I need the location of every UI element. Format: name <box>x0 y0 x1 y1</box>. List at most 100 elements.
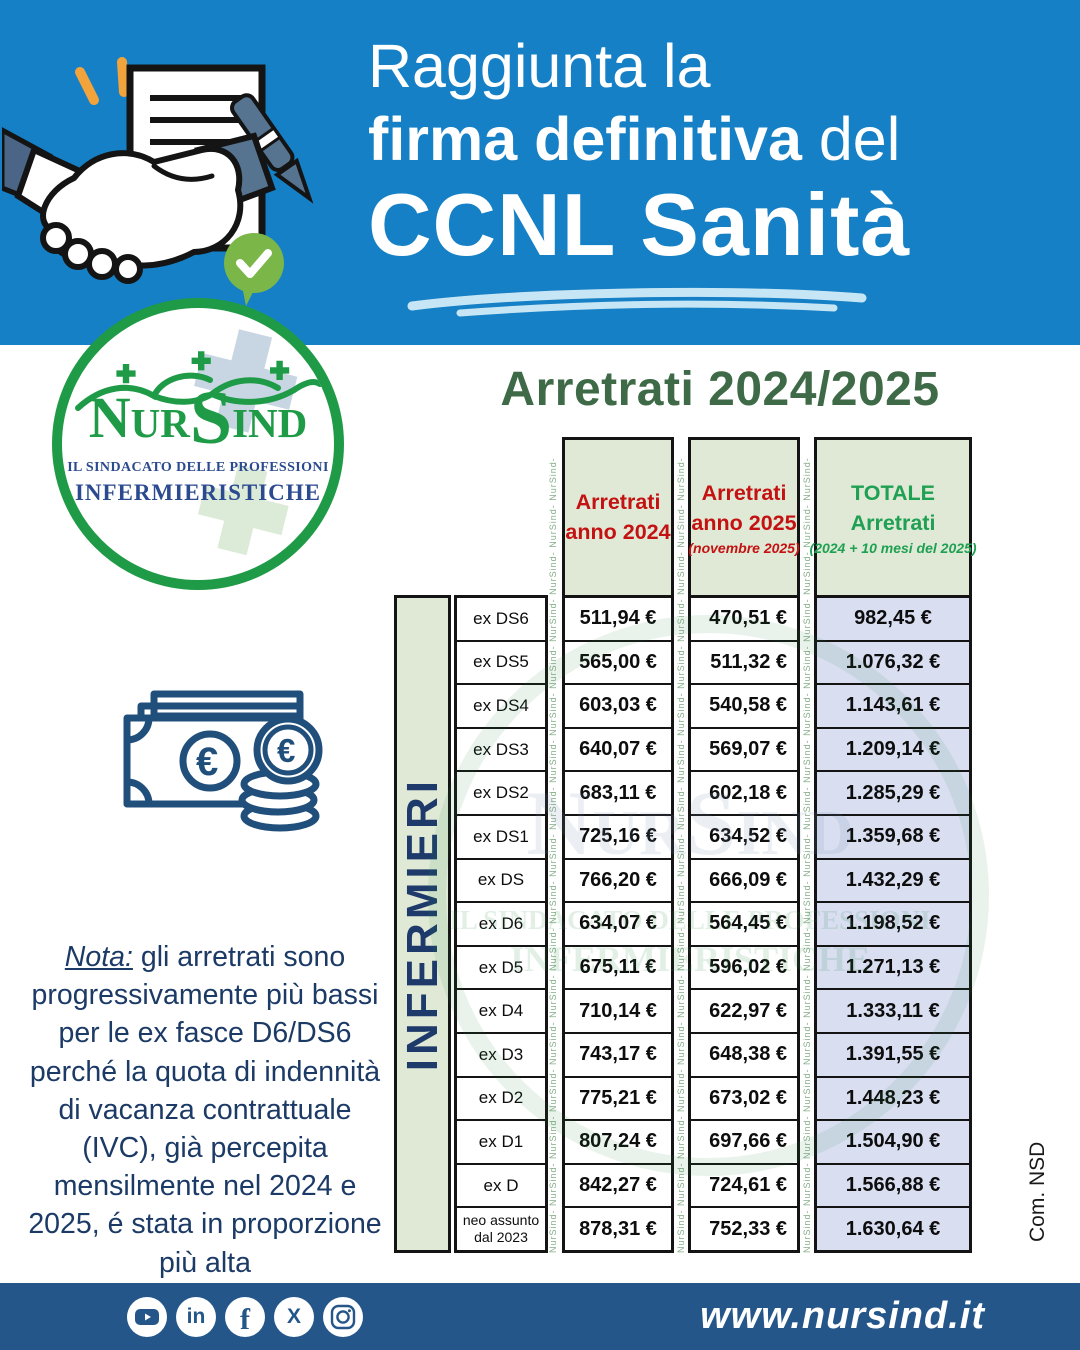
table-cell: 683,11 € <box>565 770 671 814</box>
instagram-icon[interactable] <box>323 1296 363 1337</box>
table-cell: 752,33 € <box>691 1206 797 1250</box>
note-text: gli arretrati sono progressivamente più … <box>28 941 382 1279</box>
banner-line-3: CCNL Sanità <box>368 175 911 275</box>
table-cell: 1.504,90 € <box>817 1119 969 1163</box>
watermark-strip: NurSind- NurSind- NurSind- NurSind- NurS… <box>802 457 812 1253</box>
row-labels: ex DS6 ex DS5 ex DS4 ex DS3 ex DS2 ex DS1 ex D… <box>457 598 545 1250</box>
logo-name-post: ind <box>232 385 308 450</box>
table-cell: 775,21 € <box>565 1075 671 1120</box>
table-cell: 675,11 € <box>565 944 671 989</box>
check-badge-icon <box>224 233 284 306</box>
banner-title: Raggiunta la firma definitiva del CCNL S… <box>368 30 910 275</box>
table-cell: 603,03 € <box>565 683 671 727</box>
column-2025-title-line2: anno 2025 <box>691 510 797 535</box>
column-total-subtitle: (2024 + 10 mesi del 2025) <box>809 539 977 556</box>
column-total: TOTALE Arretrati (2024 + 10 mesi del 202… <box>810 437 976 1253</box>
logo-wordmark: NurSind <box>62 380 334 456</box>
website-url[interactable]: www.nursind.it <box>700 1295 985 1337</box>
table-cell: ex DS3 <box>457 726 545 771</box>
table-cell: ex D6 <box>457 901 545 945</box>
table-cell: neo assunto dal 2023 <box>457 1206 545 1250</box>
table-cell: 697,66 € <box>691 1119 797 1163</box>
table-cell: 982,45 € <box>817 598 969 640</box>
table-cell: ex D2 <box>457 1075 545 1120</box>
logo-subtitle-2: INFERMIERISTICHE <box>74 480 322 505</box>
column-2025-title-line1: Arretrati <box>701 481 787 506</box>
column-2024-title-line2: anno 2024 <box>565 519 671 544</box>
column-2025: Arretrati anno 2025 (novembre 2025) 470,… <box>688 437 800 1253</box>
logo-artwork <box>75 329 323 556</box>
credit-text: Com. NSD <box>1026 1141 1049 1242</box>
table-cell: 622,97 € <box>691 988 797 1032</box>
logo-name-pre: Nur <box>88 385 190 450</box>
table-cell: 1.285,29 € <box>817 770 969 814</box>
table-cell: 602,18 € <box>691 770 797 814</box>
note-label: Nota: <box>64 941 133 973</box>
table-cell: 673,02 € <box>691 1075 797 1120</box>
table-cell: 640,07 € <box>565 726 671 771</box>
watermark-strip: NurSind- NurSind- NurSind- NurSind- NurS… <box>548 457 558 1253</box>
column-total-title: TOTALE Arretrati <box>850 481 936 535</box>
facebook-icon[interactable]: f <box>225 1296 265 1337</box>
header-banner: Raggiunta la firma definitiva del CCNL S… <box>0 0 1080 345</box>
contract-signing-illustration <box>2 57 314 306</box>
table-cell: 1.209,14 € <box>817 726 969 771</box>
column-2024: Arretrati anno 2024 511,94 € 565,00 €603,… <box>562 437 674 1253</box>
nursind-logo: NurSind IL SINDACATO DELLE PROFESSIONI I… <box>52 298 344 590</box>
table-cell: ex DS2 <box>457 770 545 814</box>
column-total-cells: 982,45 €1.076,32 €1.143,61 €1.209,14 €1.… <box>817 598 969 1250</box>
column-2025-subtitle: (novembre 2025) <box>688 539 800 556</box>
column-2025-header: Arretrati anno 2025 (novembre 2025) <box>688 440 800 598</box>
table-cell: ex D1 <box>457 1119 545 1163</box>
table-cell: 743,17 € <box>565 1031 671 1076</box>
underline-scribble <box>407 287 867 317</box>
table-cell: 634,07 € <box>565 901 671 945</box>
table-cell: 565,00 € <box>565 639 671 684</box>
table-cell: 1.391,55 € <box>817 1031 969 1076</box>
column-2024-header: Arretrati anno 2024 <box>565 440 671 598</box>
table-cell: 634,52 € <box>691 813 797 858</box>
table-cell: 1.143,61 € <box>817 683 969 727</box>
linkedin-icon[interactable]: in <box>176 1296 216 1337</box>
logo-subtitle-1: IL SINDACATO DELLE PROFESSIONI <box>67 460 329 475</box>
table-cell: 540,58 € <box>691 683 797 727</box>
table-cell: 1.271,13 € <box>817 944 969 989</box>
column-2025-cells: 470,51 € 511,32 €540,58 €569,07 €602,18 €… <box>691 598 797 1250</box>
euro-money-icon: € € <box>123 690 323 832</box>
table-cell: ex D3 <box>457 1031 545 1076</box>
group-label: INFERMIERI <box>397 776 447 1072</box>
table-cell: 648,38 € <box>691 1031 797 1076</box>
arrears-table: NurSind- NurSind- NurSind- NurSind- NurS… <box>394 437 976 1253</box>
column-2024-title-line1: Arretrati <box>575 490 661 515</box>
table-cell: 878,31 € <box>565 1206 671 1250</box>
svg-text:€: € <box>196 740 218 784</box>
banner-line-2-bold: firma definitiva <box>368 105 802 174</box>
table-cell: 569,07 € <box>691 726 797 771</box>
table-cell: 1.448,23 € <box>817 1075 969 1120</box>
svg-text:€: € <box>277 732 295 769</box>
table-cell: 725,16 € <box>565 813 671 858</box>
table-cell: ex D5 <box>457 944 545 989</box>
table-cell: ex DS5 <box>457 639 545 684</box>
table-cell: 1.359,68 € <box>817 813 969 858</box>
table-cell: 1.076,32 € <box>817 639 969 684</box>
table-cell: 710,14 € <box>565 988 671 1032</box>
logo-name-s: S <box>189 376 233 460</box>
swallows-icon <box>75 372 323 411</box>
table-cell: 1.566,88 € <box>817 1162 969 1207</box>
table-cell: 807,24 € <box>565 1119 671 1163</box>
table-cell: ex DS <box>457 857 545 902</box>
table-cell: 470,51 € <box>709 607 787 630</box>
watermark-strip: NurSind- NurSind- NurSind- NurSind- NurS… <box>676 457 686 1253</box>
row-labels-column: ex DS6 ex DS5 ex DS4 ex DS3 ex DS2 ex DS1 ex D… <box>454 595 548 1253</box>
youtube-icon[interactable] <box>127 1296 167 1337</box>
table-cell: 564,45 € <box>691 901 797 945</box>
banner-line-1: Raggiunta la <box>368 32 711 100</box>
table-cell: 766,20 € <box>565 857 671 902</box>
x-icon[interactable]: X <box>274 1296 314 1337</box>
table-cell: ex DS6 <box>473 608 529 628</box>
table-cell: ex DS4 <box>457 683 545 727</box>
table-cell: 511,32 € <box>691 639 797 684</box>
table-cell: 666,09 € <box>691 857 797 902</box>
